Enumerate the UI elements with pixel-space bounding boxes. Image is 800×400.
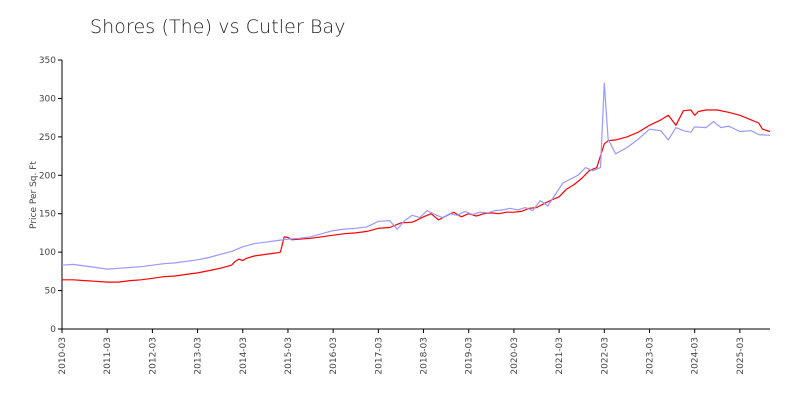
- y-tick-label: 50: [45, 287, 57, 297]
- series-line-2: [61, 82, 771, 270]
- x-tick-label: 2023-03: [645, 337, 655, 375]
- x-tick-label: 2017-03: [374, 337, 384, 375]
- x-tick-label: 2012-03: [148, 337, 158, 375]
- x-tick-label: 2014-03: [239, 337, 249, 375]
- x-tick-label: 2013-03: [194, 337, 204, 375]
- y-tick-label: 150: [39, 210, 56, 220]
- axes: [61, 60, 770, 330]
- series-lines: [61, 82, 771, 283]
- y-tick-label: 0: [50, 325, 56, 335]
- x-tick-label: 2015-03: [284, 337, 294, 375]
- y-tick-label: 100: [39, 248, 56, 258]
- x-tick-label: 2018-03: [420, 337, 430, 375]
- x-tick-label: 2010-03: [58, 337, 68, 375]
- y-tick-label: 350: [39, 56, 56, 66]
- x-tick-label: 2011-03: [103, 337, 113, 375]
- x-tick-label: 2025-03: [736, 337, 746, 375]
- y-tick-label: 250: [39, 133, 56, 143]
- chart-title: Shores (The) vs Cutler Bay: [90, 16, 346, 38]
- x-tick-label: 2021-03: [555, 337, 565, 375]
- y-axis-label: Price Per Sq. Ft: [29, 161, 39, 229]
- x-tick-label: 2022-03: [600, 337, 610, 375]
- y-axis-ticks: 0 50 100 150 200 250 300 350: [39, 56, 62, 335]
- x-tick-label: 2020-03: [510, 337, 520, 375]
- y-tick-label: 200: [39, 171, 56, 181]
- series-line-1: [62, 109, 771, 283]
- x-tick-label: 2019-03: [465, 337, 475, 375]
- y-tick-label: 300: [39, 94, 56, 104]
- x-tick-label: 2024-03: [691, 337, 701, 375]
- x-tick-label: 2016-03: [329, 337, 339, 375]
- x-axis-ticks: 2010-03 2011-03 2012-03 2013-03 2014-03 2015-…: [58, 329, 746, 375]
